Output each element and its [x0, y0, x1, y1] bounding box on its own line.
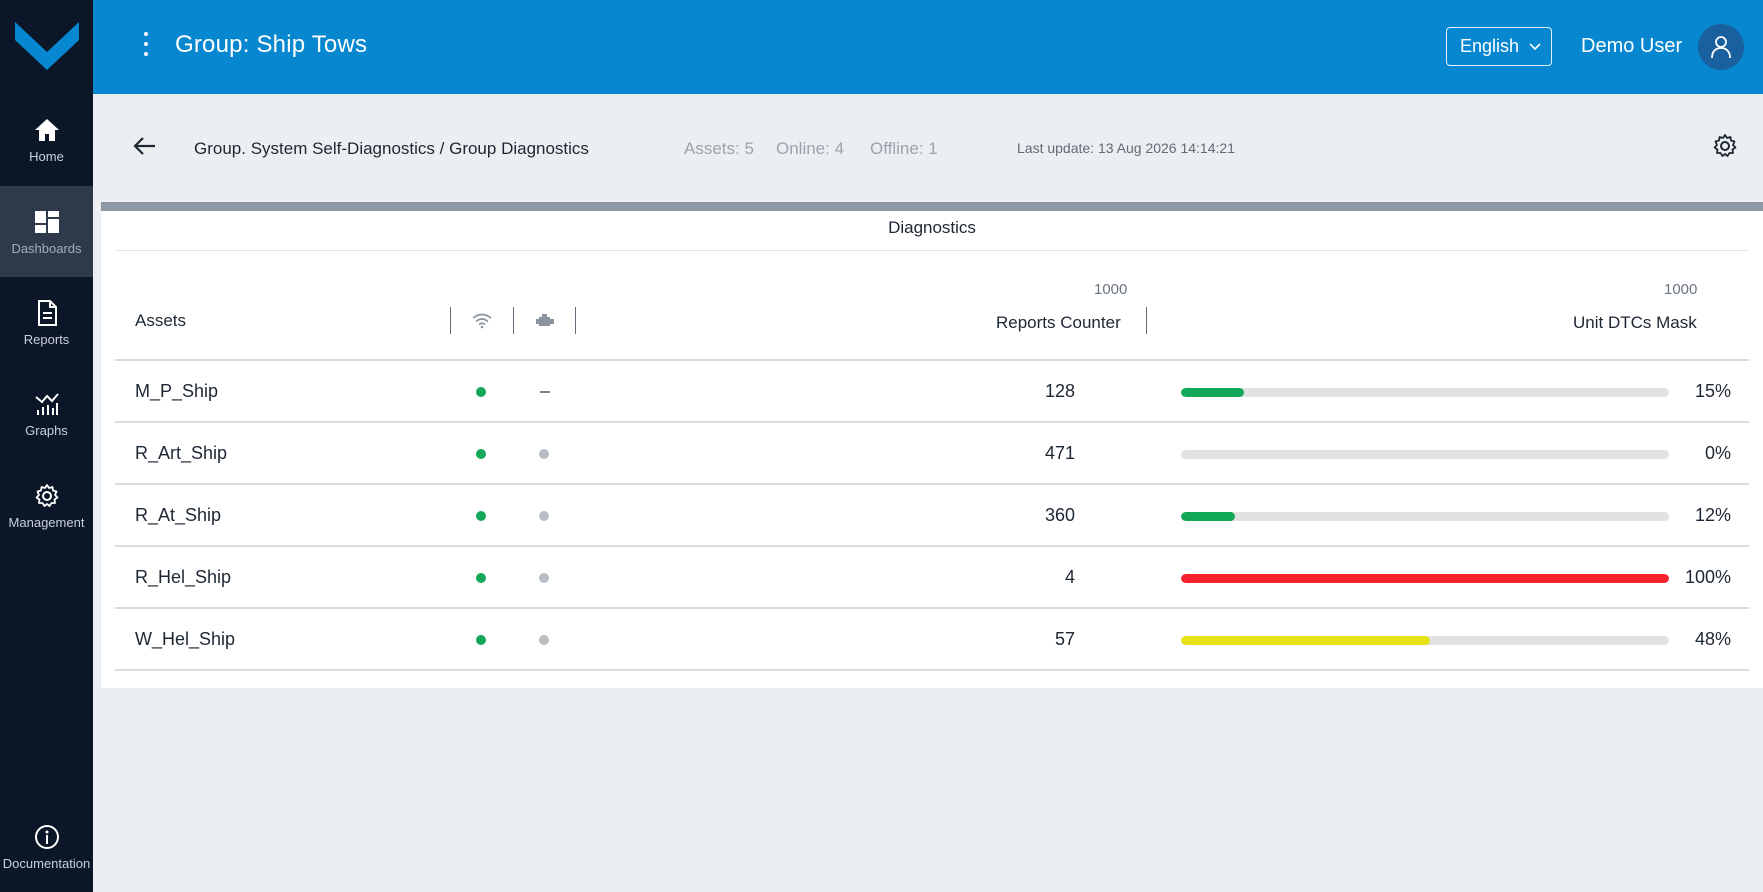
- column-divider: [513, 307, 514, 334]
- reports-counter-value: 4: [1064, 567, 1075, 587]
- dtc-mask-percent: 12%: [1694, 505, 1731, 525]
- sidebar-item-documentation[interactable]: Documentation: [0, 800, 93, 892]
- asset-name[interactable]: R_Hel_Ship: [135, 567, 232, 587]
- engine-status-dot: [539, 511, 549, 521]
- asset-name[interactable]: M_P_Ship: [135, 381, 219, 401]
- sidebar-item-label: Dashboards: [11, 241, 82, 256]
- sidebar-item-dashboards[interactable]: Dashboards: [0, 186, 93, 277]
- dtc-mask-progress-fill: [1181, 388, 1245, 397]
- engine-status-dash: [540, 391, 550, 393]
- sidebar-item-label: Graphs: [25, 423, 68, 438]
- top-bar: Group: Ship Tows English Demo User: [93, 0, 1763, 94]
- sidebar-item-home[interactable]: Home: [0, 94, 93, 185]
- reports-counter-value: 471: [1044, 443, 1075, 463]
- user-icon: [1711, 36, 1731, 59]
- asset-name[interactable]: R_Art_Ship: [135, 443, 228, 463]
- table-row[interactable]: R_At_Ship 360 12%: [115, 485, 1749, 547]
- connection-status-dot: [476, 573, 486, 583]
- dtc-mask-percent: 100%: [1684, 567, 1731, 587]
- chevron-down-icon: [1529, 35, 1541, 56]
- reports-counter-value: 57: [1054, 629, 1075, 649]
- info-icon: [34, 822, 60, 852]
- dtc-mask-progress-fill: [1181, 512, 1235, 521]
- logo-icon: [14, 22, 79, 70]
- column-header-dtc-mask[interactable]: Unit DTCs Mask: [1573, 313, 1697, 332]
- engine-icon: [534, 311, 556, 331]
- connection-status-dot: [476, 449, 486, 459]
- engine-status-dot: [539, 449, 549, 459]
- dtc-mask-progress-bar: [1181, 574, 1669, 583]
- wifi-icon: [471, 311, 493, 331]
- avatar[interactable]: [1698, 24, 1744, 70]
- settings-gear-icon[interactable]: [1712, 133, 1738, 159]
- connection-status-dot: [476, 387, 486, 397]
- sidebar-item-graphs[interactable]: Graphs: [0, 368, 93, 459]
- connection-status-dot: [476, 635, 486, 645]
- back-arrow-icon[interactable]: [132, 133, 158, 159]
- kebab-menu-icon[interactable]: [142, 32, 150, 62]
- language-value: English: [1460, 36, 1520, 56]
- dtc-mask-progress-fill: [1181, 636, 1430, 645]
- sidebar-item-management[interactable]: Management: [0, 460, 93, 551]
- engine-status-dot: [539, 573, 549, 583]
- sidebar-item-label: Management: [8, 515, 85, 530]
- user-name[interactable]: Demo User: [1581, 35, 1683, 57]
- table-row[interactable]: R_Art_Ship 471 0%: [115, 423, 1749, 485]
- dtc-mask-percent: 0%: [1704, 443, 1731, 463]
- online-count: Online: 4: [776, 139, 845, 158]
- reports-counter-scale: 1000: [1094, 281, 1128, 298]
- assets-count: Assets: 5: [684, 139, 754, 158]
- sidebar-item-label: Documentation: [2, 855, 91, 871]
- breadcrumb: Group. System Self-Diagnostics / Group D…: [194, 139, 589, 158]
- table-row[interactable]: R_Hel_Ship 4 100%: [115, 547, 1749, 609]
- dtc-mask-progress-fill: [1181, 574, 1669, 583]
- sidebar-item-label: Reports: [23, 332, 70, 347]
- diagnostics-panel: Diagnostics Assets 1000 Reports Counter …: [101, 202, 1763, 688]
- gear-icon: [34, 481, 60, 511]
- column-header-assets[interactable]: Assets: [135, 311, 187, 330]
- page-title: Group: Ship Tows: [175, 31, 368, 58]
- panel-title: Diagnostics: [115, 211, 1749, 251]
- table-row[interactable]: M_P_Ship 128 15%: [115, 361, 1749, 423]
- offline-count: Offline: 1: [870, 139, 938, 158]
- graph-icon: [34, 389, 60, 419]
- column-divider: [450, 307, 451, 334]
- reports-counter-value: 128: [1044, 381, 1075, 401]
- dtc-mask-progress-bar: [1181, 388, 1669, 397]
- logo[interactable]: [0, 0, 93, 94]
- document-icon: [36, 298, 58, 328]
- column-divider: [1146, 307, 1147, 334]
- column-divider: [575, 307, 576, 334]
- dtc-mask-progress-bar: [1181, 636, 1669, 645]
- reports-counter-value: 360: [1044, 505, 1075, 525]
- dtc-mask-progress-bar: [1181, 450, 1669, 459]
- last-update: Last update: 13 Aug 2026 14:14:21: [1017, 140, 1235, 156]
- asset-name[interactable]: W_Hel_Ship: [135, 629, 236, 649]
- dtc-mask-percent: 15%: [1694, 381, 1731, 401]
- dtc-mask-percent: 48%: [1694, 629, 1731, 649]
- connection-status-dot: [476, 511, 486, 521]
- language-select[interactable]: English: [1446, 27, 1552, 66]
- sidebar-item-reports[interactable]: Reports: [0, 277, 93, 368]
- dtc-mask-progress-bar: [1181, 512, 1669, 521]
- asset-name[interactable]: R_At_Ship: [135, 505, 222, 525]
- engine-status-dot: [539, 635, 549, 645]
- dtc-mask-scale: 1000: [1664, 281, 1698, 298]
- sidebar: Home Dashboards Reports Graphs Managemen…: [0, 0, 93, 892]
- header-divider: [115, 359, 1749, 361]
- sidebar-item-label: Home: [29, 149, 64, 164]
- dashboard-icon: [34, 207, 60, 237]
- column-header-reports-counter[interactable]: Reports Counter: [996, 313, 1121, 332]
- home-icon: [34, 115, 60, 145]
- table-row[interactable]: W_Hel_Ship 57 48%: [115, 609, 1749, 671]
